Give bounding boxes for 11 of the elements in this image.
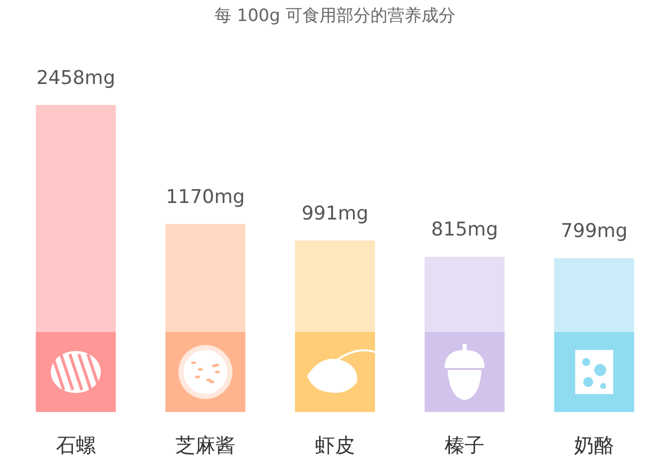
x-tick-label: 石螺 [56, 433, 96, 457]
data-label: 1170mg [166, 186, 245, 208]
data-label: 991mg [302, 202, 368, 224]
x-tick-label: 芝麻酱 [175, 433, 236, 457]
data-label: 2458mg [36, 67, 116, 89]
chart-title: 每 100g 可食用部分的营养成分 [214, 6, 456, 26]
data-label: 799mg [560, 220, 628, 242]
x-tick-label: 虾皮 [315, 433, 355, 457]
data-label: 815mg [431, 218, 498, 241]
x-tick-label: 榛子 [444, 433, 485, 457]
x-tick-label: 奶酪 [574, 433, 614, 457]
